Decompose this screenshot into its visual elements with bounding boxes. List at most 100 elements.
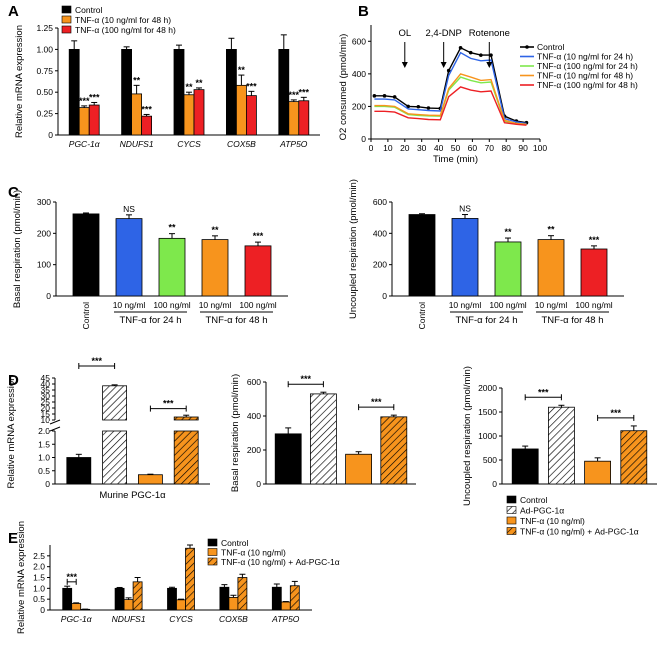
d3-bar: [620, 430, 648, 485]
c-uncoupled-x-tick-label: Control: [417, 302, 427, 330]
a-x-tick-label: COX5B: [227, 139, 256, 149]
b-legend-text: TNF-α (10 ng/ml for 48 h): [537, 71, 633, 81]
d-legend-0-swatch: [506, 495, 517, 504]
d2-bar: [274, 433, 302, 485]
d3-y-label: Uncoupled respiration (pmol/min): [462, 366, 473, 506]
d-legend-3-swatch: [506, 527, 517, 535]
a-x-tick-label: ATP5O: [279, 139, 308, 149]
b-series-line: [374, 73, 527, 125]
c-basal-significance-label: ***: [253, 231, 264, 241]
a-bar: [278, 49, 290, 136]
d3-y-tick-label: 500: [483, 455, 497, 465]
d2-bar: [309, 393, 337, 485]
c-uncoupled-significance-label: ***: [589, 235, 600, 245]
a-bar: [88, 104, 100, 136]
c-basal-x-tick-label: 100 ng/ml: [153, 300, 190, 310]
e-bar: [71, 603, 82, 611]
b-y-label: O2 consumed (pmol/min): [338, 34, 349, 141]
c-uncoupled-bar: [451, 218, 479, 297]
d2-y-label: Basal respiration (pmol/min): [230, 374, 241, 492]
a-y-tick-label: 0.75: [36, 66, 53, 76]
c-basal-y-tick-label: 300: [37, 197, 51, 207]
e-bar: [219, 586, 230, 611]
b-point: [392, 95, 397, 99]
c-basal-significance-label: NS: [123, 204, 135, 214]
a-bar: [298, 100, 310, 136]
a-significance-label: **: [185, 82, 193, 92]
a-bar: [141, 115, 153, 136]
a-bar: [121, 49, 132, 136]
b-legend-marker: [525, 45, 529, 49]
e-bar: [271, 586, 282, 611]
a-bar: [288, 101, 300, 136]
a-legend-0-swatch: [61, 5, 72, 14]
e-bar: [167, 587, 177, 611]
a-bar: [225, 49, 237, 136]
d1-high-y-tick-label: 20: [41, 403, 51, 413]
b-x-tick-label: 0: [369, 143, 374, 153]
d2-y-tick-label: 600: [247, 377, 261, 387]
e-bar: [185, 547, 195, 611]
d1-high-y-tick-label: 30: [41, 391, 51, 401]
e-x-tick-label: NDUFS1: [112, 614, 146, 624]
d-legend-1-swatch: [506, 506, 517, 514]
panel-label-b: B: [358, 3, 369, 20]
b-point: [406, 104, 410, 109]
a-significance-label: ***: [289, 90, 300, 100]
a-significance-label: **: [133, 75, 141, 85]
b-legend-text: TNF-α (10 ng/ml for 24 h): [537, 52, 633, 62]
a-bar: [131, 93, 143, 136]
e-legend-1-text: TNF-α (10 ng/ml): [221, 548, 286, 558]
a-legend-1-swatch: [61, 15, 72, 24]
a-x-tick-label: CYCS: [177, 139, 201, 149]
d1-axis-break: [49, 421, 210, 430]
a-legend-0-text: Control: [75, 5, 103, 15]
a-y-tick-label: 0.50: [36, 87, 53, 97]
e-legend-0-swatch: [207, 538, 218, 547]
b-x-tick-label: 10: [383, 143, 393, 153]
e-x-tick-label: ATP5O: [271, 614, 300, 624]
e-legend-2-text: TNF-α (10 ng/ml) + Ad-PGC-1α: [221, 557, 340, 567]
a-significance-label: ***: [141, 104, 152, 114]
d3-significance-label: ***: [538, 387, 549, 397]
b-point: [479, 53, 483, 57]
c-basal-x-tick-label: 10 ng/ml: [199, 300, 232, 310]
c-uncoupled-group-label: TNF-α for 24 h: [456, 315, 518, 326]
a-bar: [183, 94, 195, 136]
e-bar: [123, 599, 134, 611]
d1-y-label: Relative mRNA expression: [6, 376, 17, 489]
b-point: [372, 94, 377, 98]
d1-low-y-tick-label: 2.0: [38, 426, 50, 436]
b-point: [416, 104, 421, 109]
c-uncoupled-x-tick-label: 10 ng/ml: [449, 300, 482, 310]
d2-significance-label: ***: [301, 374, 312, 384]
c-uncoupled-bar: [537, 239, 565, 297]
d2-y-tick-label: 400: [247, 411, 261, 421]
e-bar: [237, 577, 248, 611]
c-basal-bar: [72, 213, 100, 297]
d3-bar: [548, 406, 575, 485]
d1-low-y-tick-label: 1.5: [38, 439, 50, 449]
b-y-tick-label: 0: [361, 134, 366, 144]
d1-break-mark: [49, 419, 61, 425]
b-x-tick-label: 30: [417, 143, 427, 153]
b-y-tick-label: 600: [352, 36, 366, 46]
d3-y-tick-label: 1000: [478, 431, 497, 441]
e-x-tick-label: CYCS: [169, 614, 193, 624]
d1-low-y-tick-label: 0: [45, 479, 50, 489]
a-significance-label: **: [238, 65, 246, 75]
c-uncoupled-y-tick-label: 200: [373, 260, 387, 270]
c-uncoupled-bar: [580, 248, 608, 297]
d3-bar: [584, 460, 611, 485]
c-uncoupled-y-tick-label: 0: [382, 291, 387, 301]
b-x-tick-label: 40: [434, 143, 444, 153]
c-basal-x-tick-label: Control: [81, 302, 91, 330]
d1-break-mark: [49, 426, 61, 432]
c-basal-y-label: Basal respiration (pmol/min): [12, 190, 23, 308]
c-uncoupled-significance-label: NS: [459, 204, 471, 214]
d2-bar: [345, 453, 373, 485]
a-significance-label: ***: [299, 87, 310, 97]
c-basal-y-tick-label: 100: [37, 260, 51, 270]
